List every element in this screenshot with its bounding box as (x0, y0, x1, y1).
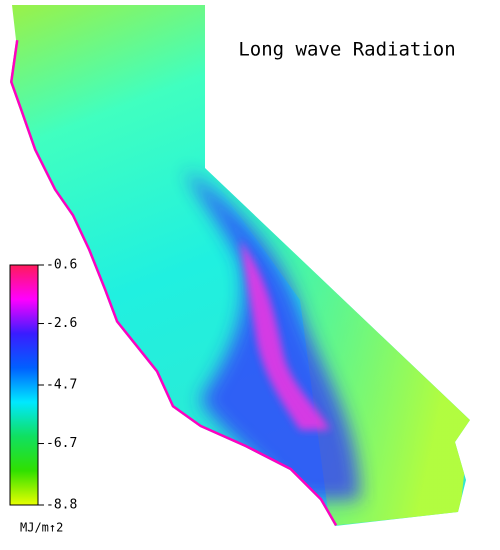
colorbar-tick-label: -0.6 (46, 258, 77, 273)
colorbar-tick-label: -4.7 (46, 378, 77, 393)
colorbar-unit: MJ/m↑2 (20, 521, 63, 535)
colorbar (9, 264, 39, 506)
colorbar-tick-label: -2.6 (46, 316, 77, 331)
colorbar-ticks: -0.6 -2.6 -4.7 -6.7 -8.8 (38, 258, 77, 513)
colorbar-tick-label: -6.7 (46, 436, 77, 451)
colorbar-tick-label: -8.8 (46, 498, 77, 513)
map-title: Long wave Radiation (238, 39, 455, 61)
